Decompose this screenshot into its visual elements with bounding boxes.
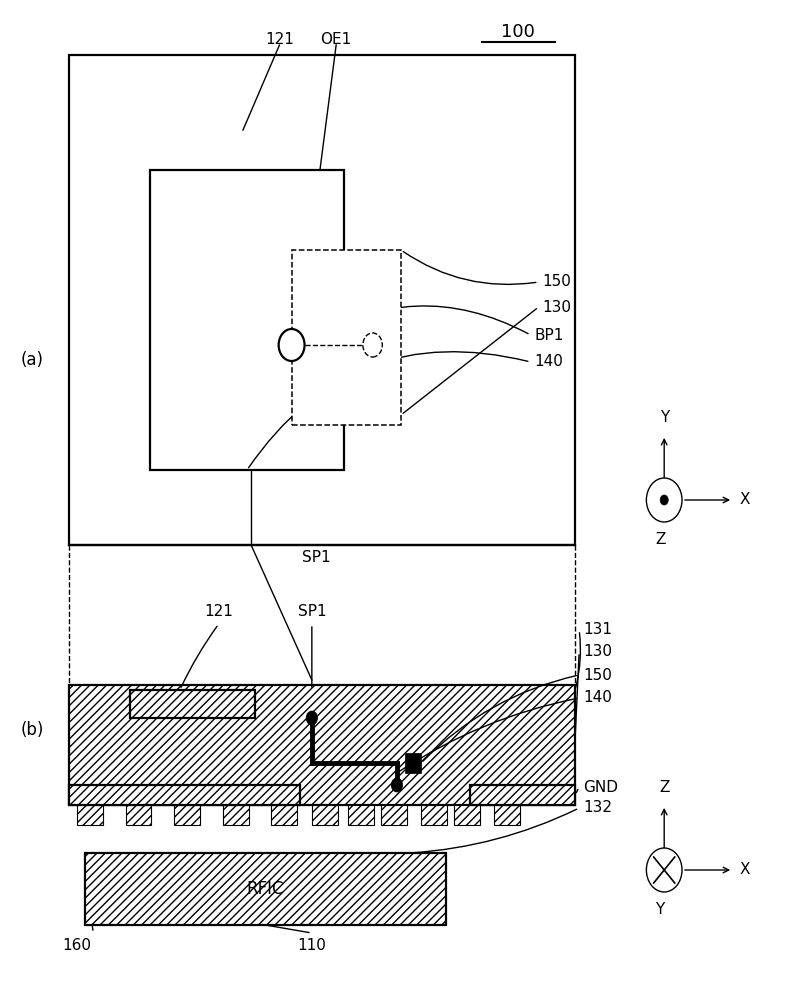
Circle shape bbox=[363, 333, 382, 357]
Text: 150: 150 bbox=[543, 274, 572, 290]
Text: 110: 110 bbox=[297, 938, 326, 952]
Bar bbox=[69, 55, 575, 545]
Text: Y: Y bbox=[659, 410, 669, 426]
Bar bbox=[454, 805, 480, 825]
Circle shape bbox=[306, 711, 318, 725]
Bar bbox=[69, 785, 300, 805]
Bar bbox=[312, 805, 338, 825]
Text: Y: Y bbox=[655, 902, 665, 918]
Bar bbox=[470, 785, 575, 805]
Bar bbox=[130, 690, 255, 718]
Bar bbox=[494, 805, 520, 825]
Bar bbox=[69, 785, 300, 805]
Text: 121: 121 bbox=[265, 32, 294, 47]
Text: (b): (b) bbox=[21, 721, 44, 739]
Bar bbox=[454, 805, 480, 825]
Text: OE1: OE1 bbox=[321, 32, 352, 47]
Text: SP1: SP1 bbox=[301, 550, 330, 564]
Bar bbox=[223, 805, 249, 825]
Circle shape bbox=[646, 848, 682, 892]
Text: X: X bbox=[740, 862, 750, 878]
Bar bbox=[312, 805, 338, 825]
Text: 160: 160 bbox=[62, 938, 92, 952]
Text: X: X bbox=[740, 492, 750, 508]
Text: 130: 130 bbox=[543, 300, 572, 314]
Bar bbox=[421, 805, 447, 825]
Bar bbox=[470, 785, 575, 805]
Bar bbox=[130, 690, 255, 718]
Circle shape bbox=[660, 495, 668, 505]
Bar bbox=[381, 805, 407, 825]
Text: 130: 130 bbox=[583, 645, 612, 660]
Text: (a): (a) bbox=[21, 351, 44, 369]
Bar bbox=[381, 805, 407, 825]
Bar bbox=[150, 170, 344, 470]
Bar bbox=[77, 805, 103, 825]
Bar bbox=[174, 805, 200, 825]
Bar bbox=[126, 805, 151, 825]
Text: BP1: BP1 bbox=[535, 328, 564, 342]
Circle shape bbox=[646, 478, 682, 522]
Text: GND: GND bbox=[583, 780, 618, 794]
Text: 140: 140 bbox=[535, 355, 564, 369]
Bar bbox=[348, 805, 374, 825]
Bar bbox=[223, 805, 249, 825]
Text: 100: 100 bbox=[501, 23, 535, 41]
Bar bbox=[494, 805, 520, 825]
Bar bbox=[126, 805, 151, 825]
Text: Z: Z bbox=[655, 532, 665, 548]
Text: SP1: SP1 bbox=[297, 604, 326, 619]
Bar bbox=[292, 250, 401, 425]
Text: Z: Z bbox=[659, 780, 669, 796]
Bar bbox=[348, 805, 374, 825]
Text: 121: 121 bbox=[204, 604, 233, 619]
Bar bbox=[271, 805, 297, 825]
Bar bbox=[271, 805, 297, 825]
Bar bbox=[174, 805, 200, 825]
Circle shape bbox=[279, 329, 305, 361]
Bar bbox=[85, 853, 446, 925]
Text: RFIC: RFIC bbox=[246, 880, 284, 898]
Bar bbox=[405, 753, 421, 773]
Bar bbox=[69, 685, 575, 805]
Circle shape bbox=[391, 778, 403, 792]
Bar bbox=[69, 685, 575, 805]
Text: 140: 140 bbox=[583, 690, 612, 706]
Bar bbox=[77, 805, 103, 825]
Text: 150: 150 bbox=[583, 668, 612, 682]
Text: 131: 131 bbox=[583, 622, 612, 638]
Bar bbox=[421, 805, 447, 825]
Text: 132: 132 bbox=[583, 800, 612, 816]
Bar bbox=[85, 853, 446, 925]
